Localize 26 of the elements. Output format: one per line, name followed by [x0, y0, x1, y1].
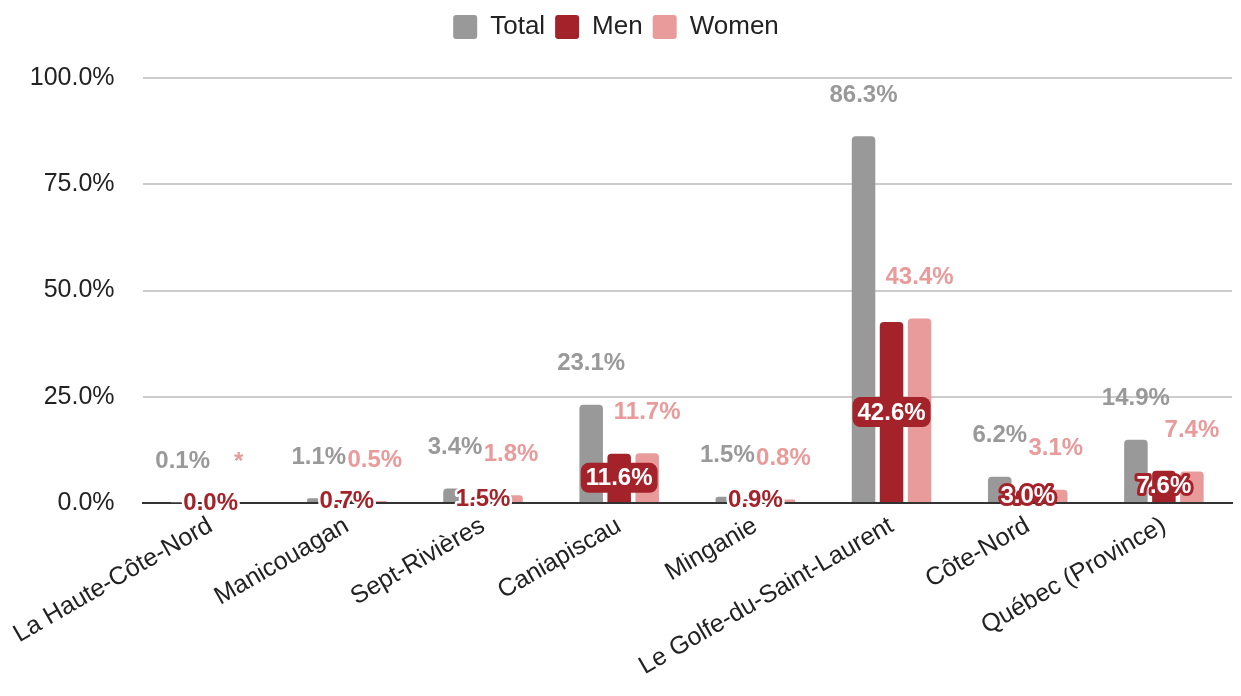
- y-tick-label: 25.0%: [43, 380, 115, 409]
- data-label: 6.2%: [972, 420, 1028, 448]
- data-label: 43.4%: [885, 262, 954, 290]
- data-label: 3.1%: [1028, 433, 1084, 461]
- data-label: 3.4%: [427, 432, 483, 460]
- data-label: 23.1%: [557, 348, 626, 376]
- data-label: 7.4%: [1164, 415, 1220, 443]
- data-label: 0.1%: [155, 446, 210, 474]
- y-tick-label: 100.0%: [29, 61, 115, 90]
- legend-label: Total: [490, 10, 546, 41]
- data-label: 14.9%: [1101, 383, 1170, 411]
- y-tick-label: 0.0%: [57, 486, 115, 515]
- data-label: 42.6%: [857, 397, 926, 425]
- data-label: 1.8%: [483, 438, 539, 466]
- data-label: 7.6%: [1136, 470, 1192, 498]
- y-tick-label: 50.0%: [43, 274, 115, 303]
- legend-label: Women: [689, 10, 779, 41]
- legend-label: Men: [592, 10, 643, 41]
- data-label: 1.5%: [700, 440, 755, 468]
- y-tick-label: 75.0%: [43, 168, 115, 197]
- data-label: 11.7%: [613, 396, 681, 424]
- data-label: 0.5%: [347, 444, 403, 472]
- data-label: 86.3%: [829, 79, 898, 107]
- text: *: [233, 446, 244, 474]
- data-label: 0.8%: [756, 443, 811, 471]
- data-label: 1.1%: [291, 441, 347, 469]
